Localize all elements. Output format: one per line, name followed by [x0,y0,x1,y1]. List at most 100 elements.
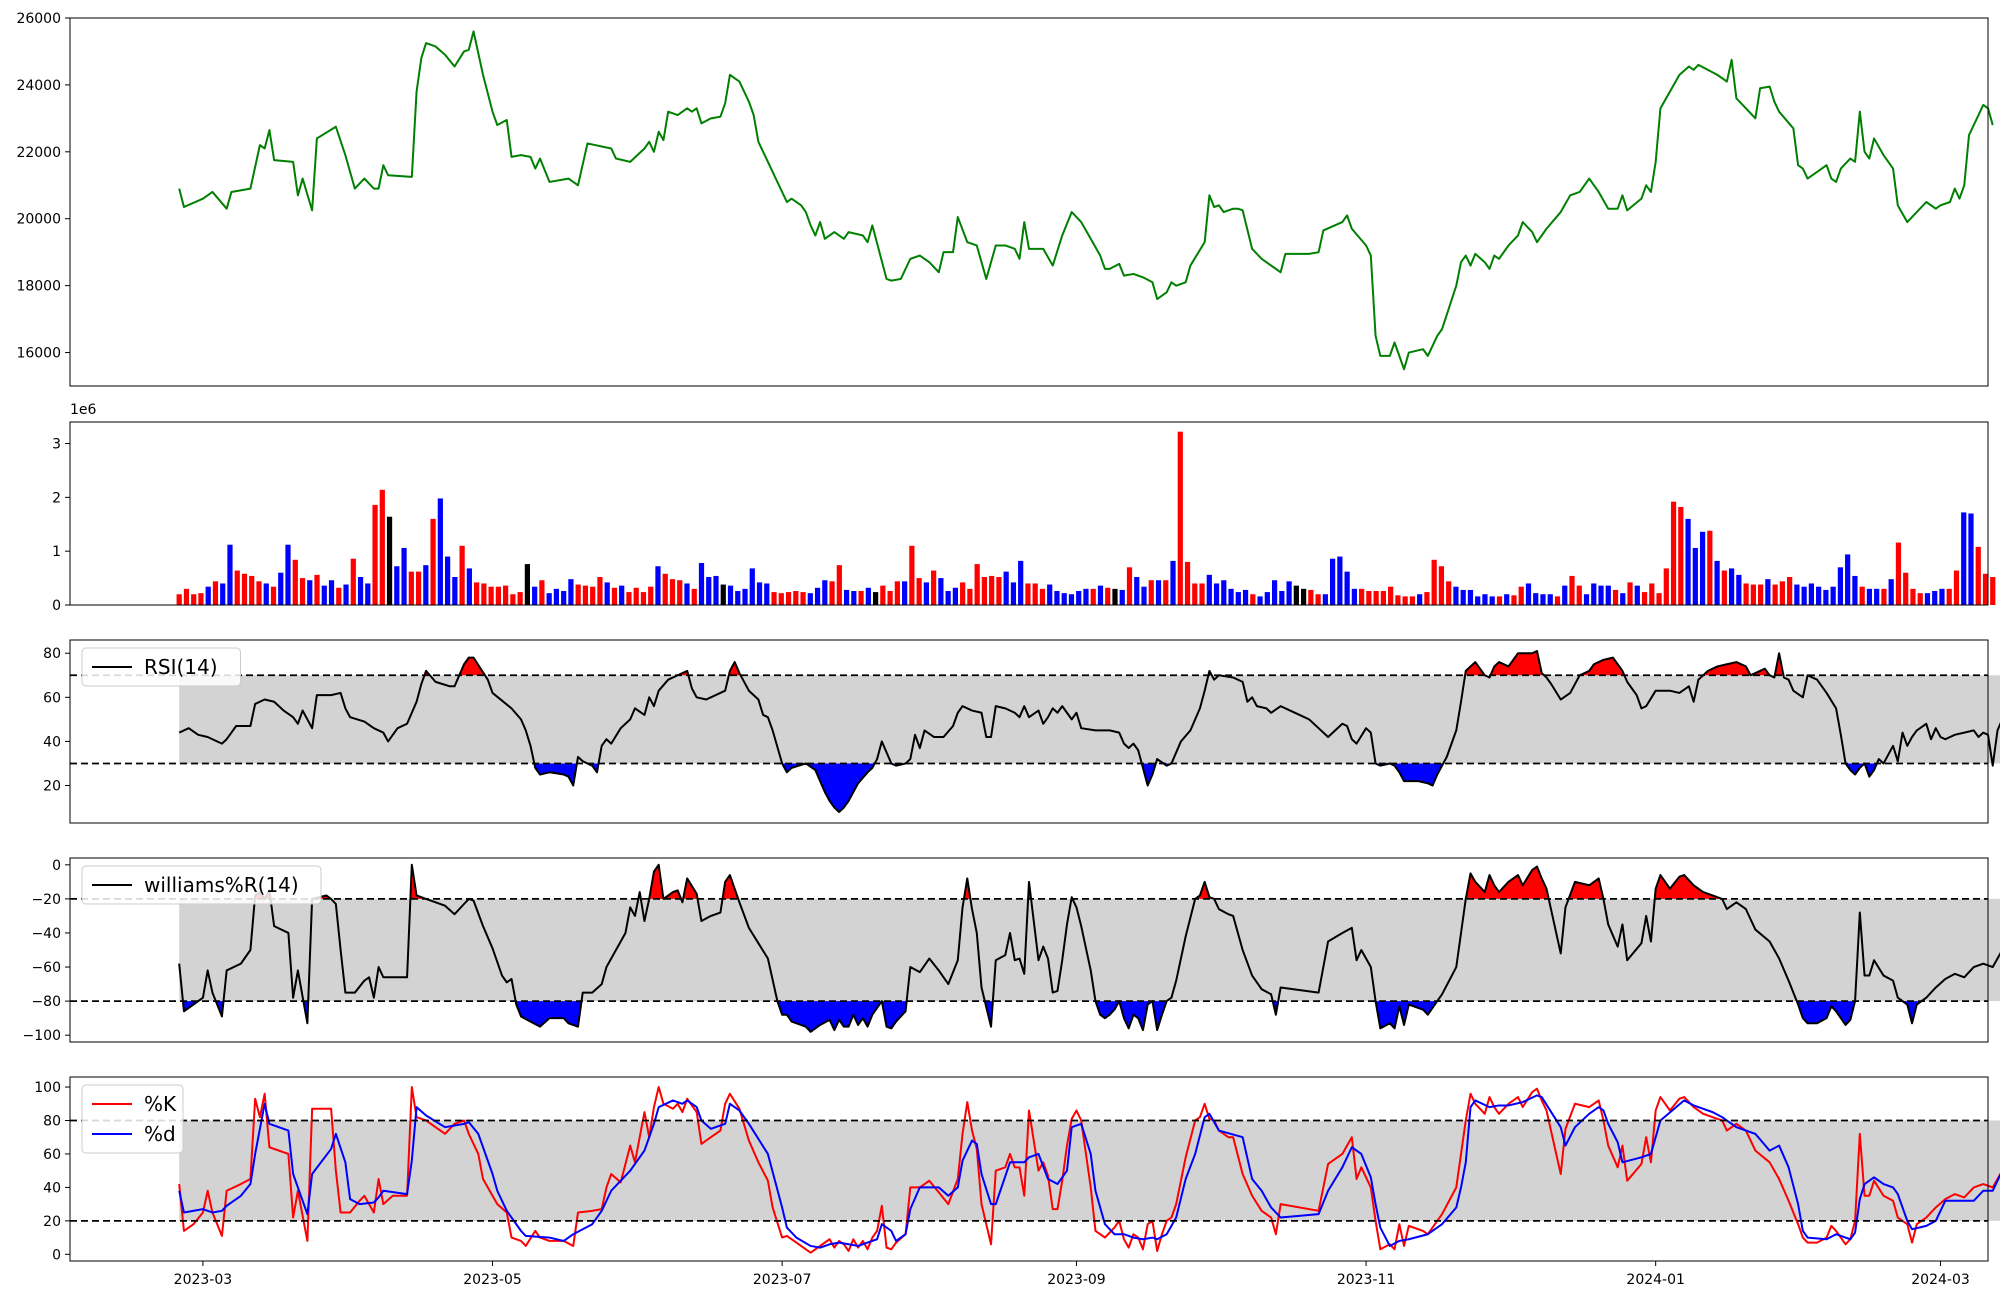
volume-bar [292,559,298,605]
volume-bar [466,568,472,605]
rsi-oversold-fill [1389,763,1444,786]
williams-r-overbought-fill [410,864,427,899]
volume-bar [590,586,596,605]
volume-bar [1351,588,1357,605]
williams-r-legend [81,865,322,905]
stochastic-ytick-label: 40 [43,1180,61,1196]
volume-bar [220,583,226,605]
volume-bar [894,581,900,605]
volume-bar [1924,593,1931,605]
volume-bar [394,566,400,605]
stochastic-legend-label: %K [144,1092,177,1116]
volume-bar [517,592,523,605]
volume-bar [727,585,734,605]
williams-r-neutral-band [179,898,2000,1002]
x-tick-label: 2024-01 [1626,1272,1685,1288]
rsi-ytick-label: 80 [43,646,61,662]
volume-bar [640,592,647,605]
volume-bar [648,586,654,605]
price-ytick-label: 18000 [16,279,61,295]
rsi-ytick-label: 40 [43,734,61,750]
volume-bar [1199,583,1205,605]
volume-bar [386,516,393,605]
volume-bar [1540,594,1546,605]
rsi-oversold-fill [1845,763,1865,775]
volume-bar [1794,584,1800,605]
volume-bar [1424,592,1430,605]
volume-bar [887,591,893,605]
volume-bar [561,591,567,605]
volume-bar [807,593,813,605]
volume-bar [1293,585,1299,605]
volume-bar [872,592,879,605]
williams-r-oversold-fill [515,1001,582,1027]
volume-bar [263,583,269,605]
williams-r-ytick-label: −100 [23,1028,61,1044]
volume-bar [1641,592,1648,605]
volume-bar [357,577,364,605]
volume-bar [902,581,908,605]
stochastic-ytick-label: 0 [52,1247,61,1263]
volume-bar [1750,584,1756,605]
volume-bar [1866,588,1873,605]
volume-bar [836,565,842,605]
volume-bar [1968,513,1974,605]
volume-bar [974,564,980,605]
volume-bar [843,589,850,605]
volume-bar [1453,586,1459,605]
volume-bar [1242,589,1249,605]
volume-bar [619,585,625,605]
volume-bar [1279,591,1285,605]
volume-bar [909,545,915,605]
williams-r-oversold-fill [777,1001,882,1032]
volume-bar [1932,591,1938,605]
volume-bar [1482,594,1488,605]
volume-bar [1068,594,1075,605]
williams-r-ytick-label: 0 [52,858,61,874]
williams-r-axes-frame [69,857,1989,1043]
price-panel: 16000 18000 20000 22000 24000 26000 [16,11,1994,387]
volume-bar [1939,588,1945,605]
volume-bar [503,585,509,605]
volume-bar [1961,512,1967,605]
volume-bar [1620,593,1626,605]
rsi-oversold-fill [805,763,875,812]
volume-bar [1903,572,1909,605]
x-tick-label: 2023-03 [174,1272,233,1288]
rsi-ytick-label: 60 [43,690,61,706]
price-ytick-label: 24000 [16,78,61,94]
volume-bar [1859,586,1865,605]
x-tick-label: 2023-11 [1337,1272,1396,1288]
volume-bar [1431,559,1437,605]
williams-r-legend-label: williams%R(14) [144,873,299,897]
volume-bar [1917,593,1923,605]
volume-bar [1583,594,1590,605]
volume-bar [1612,589,1619,605]
volume-bar [981,577,988,605]
volume-bar [1692,547,1698,605]
volume-bar [1649,583,1655,605]
volume-bar [176,594,182,605]
volume-bar [1598,585,1604,605]
volume-bar [1388,586,1394,605]
volume-bar [1090,588,1096,605]
volume-bar [1119,589,1125,605]
volume-bar [495,586,501,605]
volume-bar [568,579,574,605]
volume-bar [1874,588,1880,605]
volume-bar [1286,581,1292,605]
stochastic-series-line [178,1086,2000,1254]
williams-r-ytick-label: −80 [31,994,61,1010]
volume-bar [967,588,973,605]
volume-bar [1533,593,1539,605]
rsi-ytick-label: 20 [43,779,61,795]
volume-bar [1605,585,1611,605]
volume-bar [1083,588,1089,605]
volume-bar [720,584,726,605]
volume-bar [1946,588,1952,605]
volume-bar [1097,585,1104,605]
rsi-panel: 20 40 60 80 RSI(14) [43,639,2000,824]
volume-bar [1562,585,1568,605]
volume-bar [1105,587,1111,605]
volume-bar [314,574,320,605]
